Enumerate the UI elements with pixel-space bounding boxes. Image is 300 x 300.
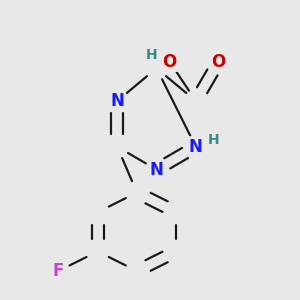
- Text: N: N: [189, 138, 203, 156]
- Text: O: O: [163, 53, 177, 71]
- Text: H: H: [146, 48, 158, 62]
- Text: N: N: [150, 160, 164, 178]
- Text: F: F: [53, 262, 64, 280]
- Text: N: N: [110, 92, 124, 110]
- Text: O: O: [212, 53, 226, 71]
- Text: H: H: [208, 133, 220, 147]
